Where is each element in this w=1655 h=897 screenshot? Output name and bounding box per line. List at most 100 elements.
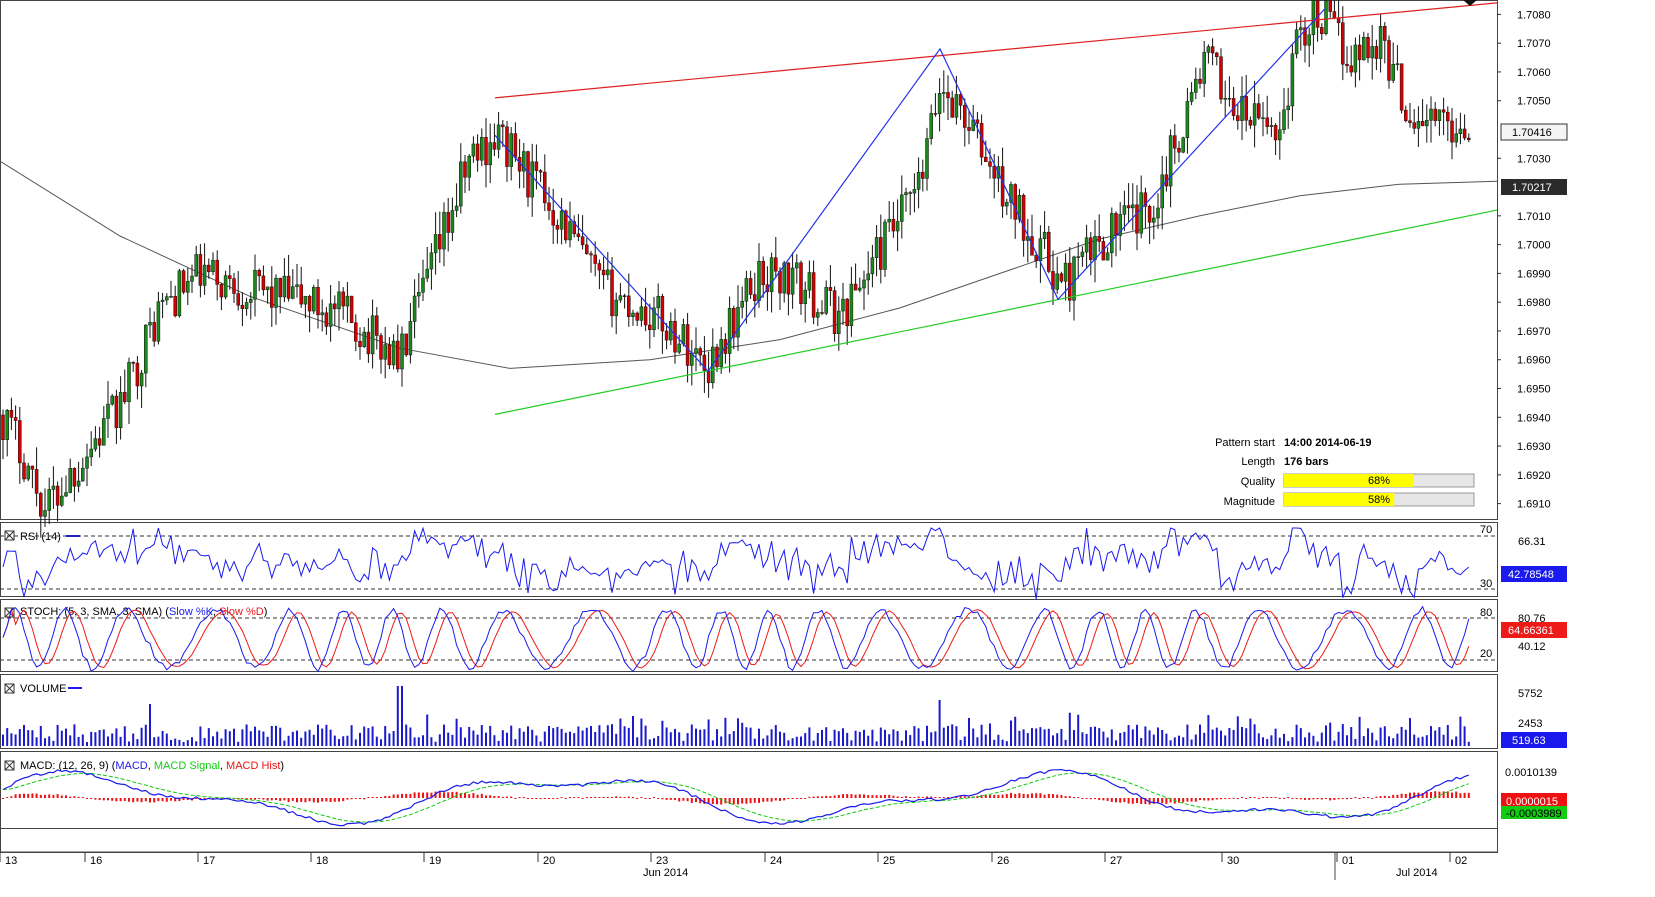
macd-hist-bar-156 [657,798,660,799]
macd-hist-bar-293 [1232,798,1235,799]
candle-body-97 [408,321,413,356]
candle-body-304 [1278,129,1282,141]
candle-body-24 [102,418,106,446]
macd-hist-bar-239 [1005,794,1008,798]
candle-body-211 [887,218,891,223]
candle-body-10 [43,510,47,517]
candle-body-269 [1131,204,1135,209]
candle-body-193 [811,272,816,318]
date-tick-label-13: 02 [1455,855,1467,867]
volume-bar-137 [577,726,580,746]
candle-body-117 [492,142,497,150]
macd-lines [2,768,1470,827]
macd-hist-bar-199 [837,795,840,798]
candle-body-108 [454,205,459,211]
candle-body-46 [194,254,198,277]
macd-hist-bar-129 [543,798,546,799]
candle-body-178 [748,278,753,295]
candle-body-187 [786,262,791,295]
macd-hist-bar-192 [808,796,811,798]
stoch-level-80: 80 [1480,607,1492,619]
macd-hist-bar-102 [430,792,433,798]
macd-hist-bar-195 [821,796,823,798]
macd-hist-bar-330 [1388,796,1390,798]
volume-bar-139 [585,727,588,746]
volume-bar-308 [1295,724,1298,746]
macd-hist-bar-20 [86,798,88,799]
volume-bar-54 [228,731,231,746]
candle-body-27 [114,395,119,428]
volume-bar-250 [1052,735,1054,746]
candle-body-61 [257,270,261,277]
volume-bar-42 [178,739,181,746]
volume-bar-207 [871,729,874,746]
candle-body-275 [1156,207,1160,219]
volume-bar-307 [1291,737,1294,746]
candle-body-5 [22,462,26,480]
macd-hist-bar-92 [388,795,391,798]
candle-body-149 [627,295,631,318]
volume-bar-105 [443,724,445,746]
candle-body-51 [215,259,219,285]
volume-bar-277 [1165,733,1168,746]
macd-hist-bar-56 [237,798,240,800]
volume-bar-111 [468,726,471,746]
macd-hist-bar-234 [984,794,987,798]
candle-body-29 [123,392,127,403]
macd-hist-bar-297 [1249,797,1252,798]
candle-body-40 [169,296,173,298]
panel-frame-3 [0,674,1498,749]
current-price-label: 1.70416 [1512,127,1552,139]
macd-hist-bar-198 [833,795,836,798]
candle-body-261 [1097,236,1101,242]
candle-body-333 [1399,63,1404,111]
macd-hist-bar-204 [858,794,861,798]
volume-bar-194 [816,732,819,746]
volume-bar-310 [1304,737,1306,746]
volume-bar-43 [182,741,185,746]
candle-body-346 [1454,133,1458,143]
candle-body-127 [534,161,539,171]
candle-body-224 [942,92,946,94]
candle-body-300 [1261,117,1265,120]
volume-bar-247 [1039,727,1042,746]
candle-body-53 [223,275,228,298]
macd-hist-bar-303 [1274,797,1277,798]
price-tick-label-6: 1.7000 [1517,240,1551,252]
rsi-line [0,526,1497,600]
macd-hist-bar-311 [1308,798,1311,800]
date-tick-label-11: 30 [1227,855,1239,867]
date-tick-label-8: 25 [883,855,895,867]
volume-bar-306 [1287,741,1290,746]
macd-hist-bar-213 [896,796,899,798]
macd-hist-bar-67 [283,798,286,801]
volume-bar-313 [1316,741,1319,746]
macd-hist-bar-305 [1283,798,1285,799]
candle-body-332 [1395,63,1400,65]
macd-hist-bar-144 [606,797,609,798]
volume-bar-208 [875,741,878,746]
volume-bar-255 [1073,730,1075,746]
macd-hist-bar-252 [1060,795,1063,798]
macd-hist-bar-271 [1140,798,1143,804]
price-tick-label-7: 1.6990 [1517,268,1551,280]
volume-bar-75 [317,724,319,746]
volume-bar-264 [1110,729,1113,746]
volume-bar-309 [1299,728,1302,746]
volume-bar-225 [947,725,949,746]
volume-bar-114 [480,725,483,746]
macd-hist-bar-210 [884,794,886,798]
candle-body-14 [60,495,64,506]
macd-hist-bar-87 [367,797,370,798]
pattern-lines [494,2,1498,415]
candle-body-12 [51,485,56,490]
candle-body-126 [530,161,534,198]
candle-body-286 [1202,52,1206,84]
candle-body-222 [933,113,938,115]
macd-hist-bar-161 [678,798,681,802]
volume-bar-115 [485,732,487,746]
macd-hist-bar-240 [1010,792,1012,798]
macd-hist-bar-125 [527,798,529,799]
volume-bar-50 [212,736,214,746]
candle-body-195 [820,312,824,314]
